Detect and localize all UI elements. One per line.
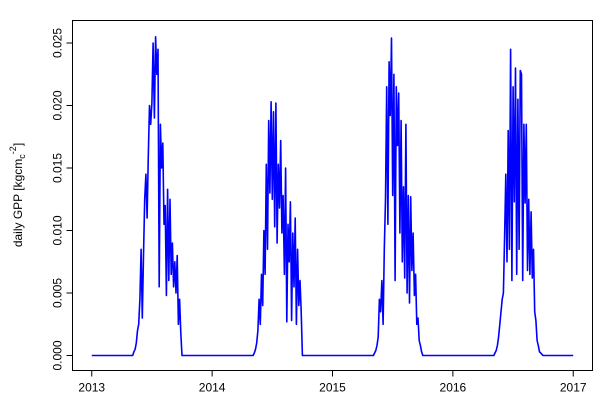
y-tick-label: 0.020 (51, 90, 65, 120)
y-tick-label: 0.000 (51, 340, 65, 370)
y-axis: 0.000 0.005 0.010 0.015 0.020 0.025 (51, 28, 73, 371)
y-tick-label: 0.010 (51, 215, 65, 245)
y-tick-label: 0.005 (51, 278, 65, 308)
x-tick-label: 2013 (78, 381, 105, 395)
gpp-series-line (91, 35, 574, 357)
y-axis-label: daily GPP [kgcmc-2] (8, 143, 27, 247)
x-tick-label: 2016 (440, 381, 467, 395)
x-tick-label: 2014 (199, 381, 226, 395)
x-tick-label: 2017 (560, 381, 587, 395)
y-tick-label: 0.025 (51, 28, 65, 58)
y-tick-label: 0.015 (51, 153, 65, 183)
x-axis: 2013 2014 2015 2016 2017 (78, 370, 587, 395)
x-tick-label: 2015 (319, 381, 346, 395)
